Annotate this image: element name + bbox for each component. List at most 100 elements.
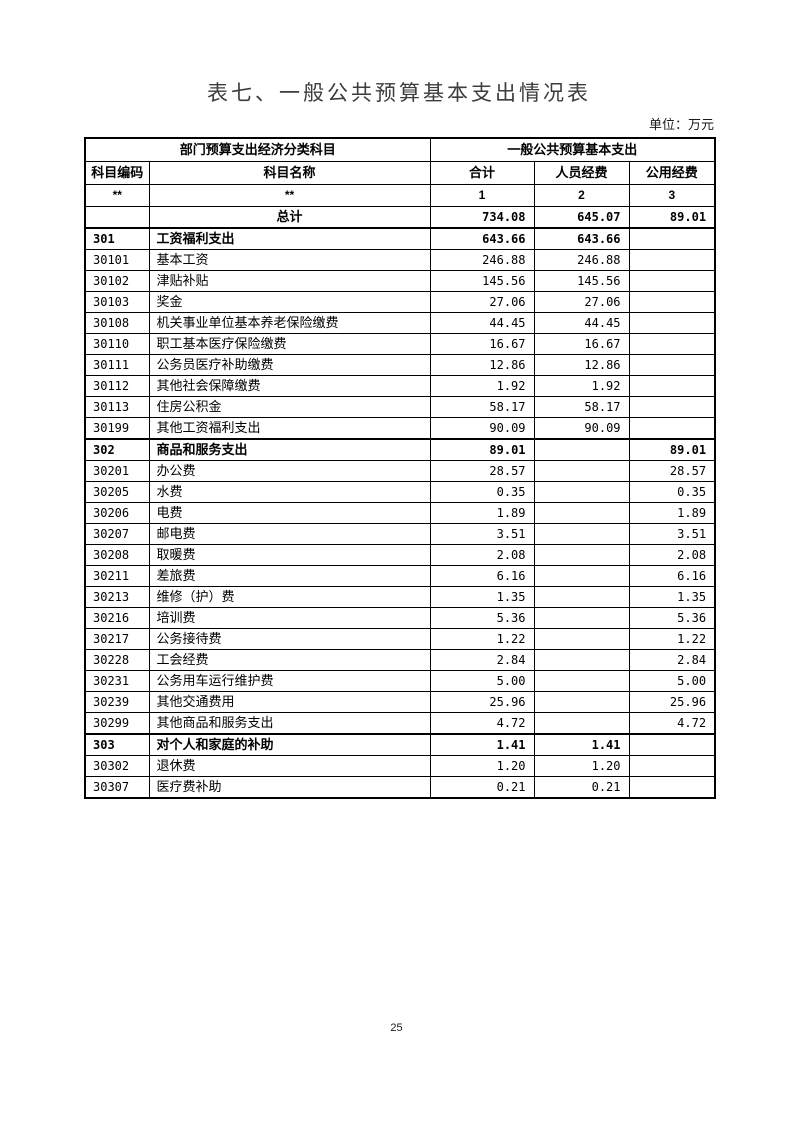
table-row: 30205 水费 0.35 0.35 xyxy=(84,481,716,503)
public-cell: 1.22 xyxy=(628,628,716,650)
personnel-cell: 643.66 xyxy=(533,227,630,250)
personnel-cell: 1.92 xyxy=(533,375,630,397)
index-cell-2: 2 xyxy=(533,184,630,207)
name-cell: 机关事业单位基本养老保险缴费 xyxy=(148,312,431,334)
personnel-cell: 58.17 xyxy=(533,396,630,418)
name-cell: 奖金 xyxy=(148,291,431,313)
public-cell: 1.35 xyxy=(628,586,716,608)
column-header-code: 科目编码 xyxy=(84,161,150,185)
personnel-cell xyxy=(533,481,630,503)
name-cell: 办公费 xyxy=(148,460,431,482)
personnel-cell xyxy=(533,586,630,608)
name-cell: 取暖费 xyxy=(148,544,431,566)
name-cell: 公务用车运行维护费 xyxy=(148,670,431,692)
table-row: 30103 奖金 27.06 27.06 xyxy=(84,291,716,313)
total-cell: 58.17 xyxy=(429,396,535,418)
public-cell: 1.89 xyxy=(628,502,716,524)
personnel-cell: 90.09 xyxy=(533,417,630,440)
name-cell: 基本工资 xyxy=(148,249,431,271)
code-cell: 30216 xyxy=(84,607,150,629)
total-cell: 734.08 xyxy=(429,206,535,229)
total-cell: 16.67 xyxy=(429,333,535,355)
name-cell: 其他交通费用 xyxy=(148,691,431,713)
column-header-row: 科目编码 科目名称 合计 人员经费 公用经费 xyxy=(84,161,716,185)
total-cell: 6.16 xyxy=(429,565,535,587)
personnel-cell xyxy=(533,565,630,587)
personnel-cell xyxy=(533,628,630,650)
code-cell: 30199 xyxy=(84,417,150,440)
table-row: 30208 取暖费 2.08 2.08 xyxy=(84,544,716,566)
personnel-cell: 16.67 xyxy=(533,333,630,355)
table-row: 30299 其他商品和服务支出 4.72 4.72 xyxy=(84,712,716,735)
public-cell xyxy=(628,354,716,376)
total-cell: 1.22 xyxy=(429,628,535,650)
total-cell: 28.57 xyxy=(429,460,535,482)
total-cell: 0.21 xyxy=(429,776,535,799)
column-header-public: 公用经费 xyxy=(628,161,716,185)
name-cell: 差旅费 xyxy=(148,565,431,587)
total-cell: 643.66 xyxy=(429,227,535,250)
table-body: 总计 734.08 645.07 89.01 301 工资福利支出 643.66 643.66… xyxy=(84,206,716,799)
public-cell xyxy=(628,249,716,271)
public-cell: 4.72 xyxy=(628,712,716,735)
personnel-cell xyxy=(533,712,630,735)
personnel-cell: 645.07 xyxy=(533,206,630,229)
public-cell: 25.96 xyxy=(628,691,716,713)
index-cell-name: ** xyxy=(148,184,431,207)
code-cell: 30201 xyxy=(84,460,150,482)
personnel-cell xyxy=(533,649,630,671)
code-cell: 30211 xyxy=(84,565,150,587)
public-cell: 3.51 xyxy=(628,523,716,545)
public-cell xyxy=(628,755,716,777)
name-cell: 总计 xyxy=(148,206,431,229)
code-cell xyxy=(84,206,150,229)
total-cell: 25.96 xyxy=(429,691,535,713)
total-cell: 1.89 xyxy=(429,502,535,524)
name-cell: 公务员医疗补助缴费 xyxy=(148,354,431,376)
table-row: 30101 基本工资 246.88 246.88 xyxy=(84,249,716,271)
code-cell: 30113 xyxy=(84,396,150,418)
table-row: 30307 医疗费补助 0.21 0.21 xyxy=(84,776,716,799)
total-cell: 2.08 xyxy=(429,544,535,566)
table-row: 30207 邮电费 3.51 3.51 xyxy=(84,523,716,545)
name-cell: 培训费 xyxy=(148,607,431,629)
total-cell: 2.84 xyxy=(429,649,535,671)
table-row: 30201 办公费 28.57 28.57 xyxy=(84,460,716,482)
code-cell: 30101 xyxy=(84,249,150,271)
name-cell: 工会经费 xyxy=(148,649,431,671)
name-cell: 商品和服务支出 xyxy=(148,438,431,461)
total-cell: 90.09 xyxy=(429,417,535,440)
personnel-cell xyxy=(533,523,630,545)
page-number: 25 xyxy=(390,1022,403,1034)
total-cell: 44.45 xyxy=(429,312,535,334)
personnel-cell xyxy=(533,670,630,692)
group-header-economic-classification: 部门预算支出经济分类科目 xyxy=(84,137,431,162)
personnel-cell: 246.88 xyxy=(533,249,630,271)
public-cell xyxy=(628,417,716,440)
total-cell: 3.51 xyxy=(429,523,535,545)
name-cell: 其他工资福利支出 xyxy=(148,417,431,440)
group-header-basic-expenditure: 一般公共预算基本支出 xyxy=(429,137,716,162)
code-cell: 30112 xyxy=(84,375,150,397)
table-row: 30217 公务接待费 1.22 1.22 xyxy=(84,628,716,650)
name-cell: 维修（护）费 xyxy=(148,586,431,608)
personnel-cell xyxy=(533,460,630,482)
name-cell: 邮电费 xyxy=(148,523,431,545)
total-cell: 1.92 xyxy=(429,375,535,397)
public-cell xyxy=(628,312,716,334)
personnel-cell xyxy=(533,502,630,524)
table-row: 30216 培训费 5.36 5.36 xyxy=(84,607,716,629)
table-row: 30206 电费 1.89 1.89 xyxy=(84,502,716,524)
column-header-personnel: 人员经费 xyxy=(533,161,630,185)
code-cell: 30307 xyxy=(84,776,150,799)
code-cell: 30103 xyxy=(84,291,150,313)
total-cell: 1.20 xyxy=(429,755,535,777)
total-cell: 27.06 xyxy=(429,291,535,313)
code-cell: 30206 xyxy=(84,502,150,524)
public-cell: 5.36 xyxy=(628,607,716,629)
table-row: 30302 退休费 1.20 1.20 xyxy=(84,755,716,777)
name-cell: 对个人和家庭的补助 xyxy=(148,733,431,756)
code-cell: 30217 xyxy=(84,628,150,650)
name-cell: 电费 xyxy=(148,502,431,524)
code-cell: 30111 xyxy=(84,354,150,376)
